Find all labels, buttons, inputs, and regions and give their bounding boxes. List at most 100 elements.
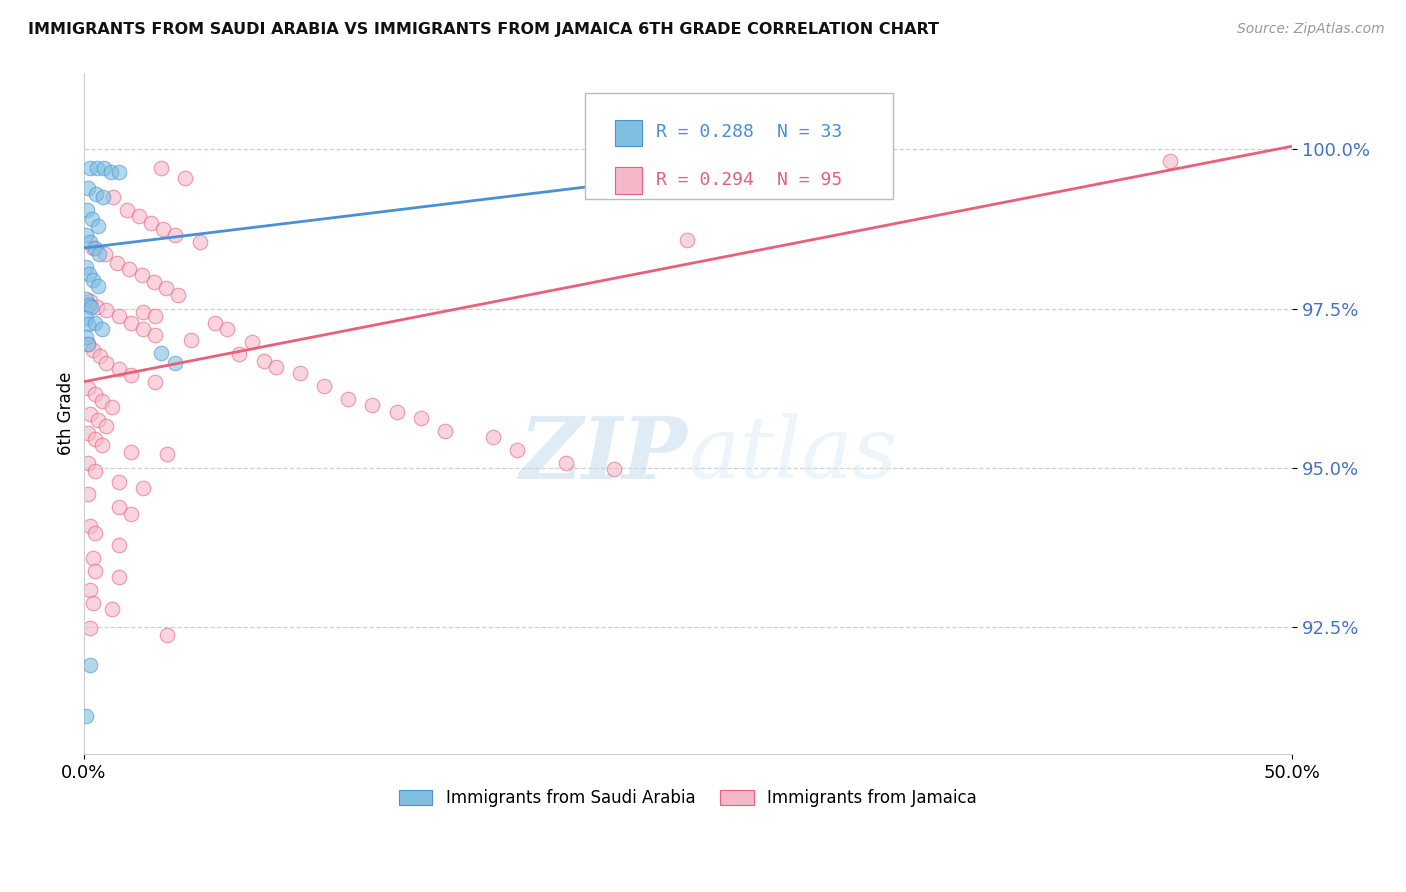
Y-axis label: 6th Grade: 6th Grade [58,372,75,455]
Point [76,487,98,501]
Point [76,381,98,395]
Point [108,500,131,515]
Point [84,316,107,330]
Point [75,709,97,723]
Point [84,525,107,540]
Point [91,322,114,336]
Point [385,405,408,419]
Point [152,222,174,236]
Point [101,401,124,415]
FancyBboxPatch shape [585,94,893,199]
Point [82,273,104,287]
Point [312,379,335,393]
Point [82,241,104,255]
Point [156,447,179,461]
Text: ZIP: ZIP [520,413,688,496]
Point [84,186,107,201]
Point [120,368,142,383]
Point [105,256,128,270]
Point [288,367,311,381]
Point [84,464,107,478]
Point [143,375,166,389]
Point [128,209,150,223]
Point [142,275,165,289]
Point [75,330,97,344]
Point [77,298,100,312]
Point [96,302,118,317]
Point [337,392,360,406]
Point [86,161,108,176]
Point [91,438,114,452]
Point [79,582,101,597]
Point [84,387,107,401]
Point [76,425,98,440]
Point [118,262,141,277]
FancyBboxPatch shape [616,167,643,194]
Point [75,311,97,326]
Point [84,241,107,255]
Point [82,551,104,566]
Point [228,347,250,361]
Point [252,353,274,368]
Point [409,411,432,425]
Point [156,627,179,641]
Point [132,304,155,318]
Point [120,444,142,458]
Point [180,334,202,348]
Point [101,190,124,204]
Point [143,309,166,323]
Point [91,393,114,408]
Point [149,346,172,360]
Point [108,475,131,489]
Point [82,343,104,357]
Point [84,432,107,446]
Point [361,398,384,412]
Point [76,336,98,351]
Point [100,164,122,178]
Point [240,334,263,349]
Point [77,267,100,281]
Point [79,293,101,308]
Point [75,228,97,243]
Text: N = 95: N = 95 [778,170,842,189]
Point [96,419,118,434]
Point [108,570,131,584]
Point [79,658,101,673]
Point [141,216,163,230]
Point [101,602,124,616]
Point [89,349,111,363]
Point [86,413,108,427]
Point [675,233,697,247]
Point [79,161,101,176]
Text: atlas: atlas [688,413,897,496]
Point [155,281,177,295]
Point [115,202,138,217]
Text: Source: ZipAtlas.com: Source: ZipAtlas.com [1237,22,1385,37]
Point [107,309,129,323]
Point [86,300,108,314]
Point [75,260,97,275]
Point [165,228,187,243]
Point [77,180,100,194]
Point [93,161,115,176]
Point [79,235,101,249]
Point [132,807,155,822]
Legend: Immigrants from Saudi Arabia, Immigrants from Jamaica: Immigrants from Saudi Arabia, Immigrants… [392,782,983,814]
Point [79,519,101,533]
Point [89,247,111,261]
Point [143,328,166,343]
Point [131,268,153,283]
Point [84,564,107,578]
Point [120,316,142,330]
Point [79,407,101,421]
Point [433,424,456,438]
Point [76,202,98,217]
Point [77,318,100,332]
Point [82,596,104,610]
Point [76,336,98,351]
Point [188,235,211,249]
Point [217,322,239,336]
Point [94,247,117,261]
Point [264,360,287,375]
Point [174,171,197,186]
